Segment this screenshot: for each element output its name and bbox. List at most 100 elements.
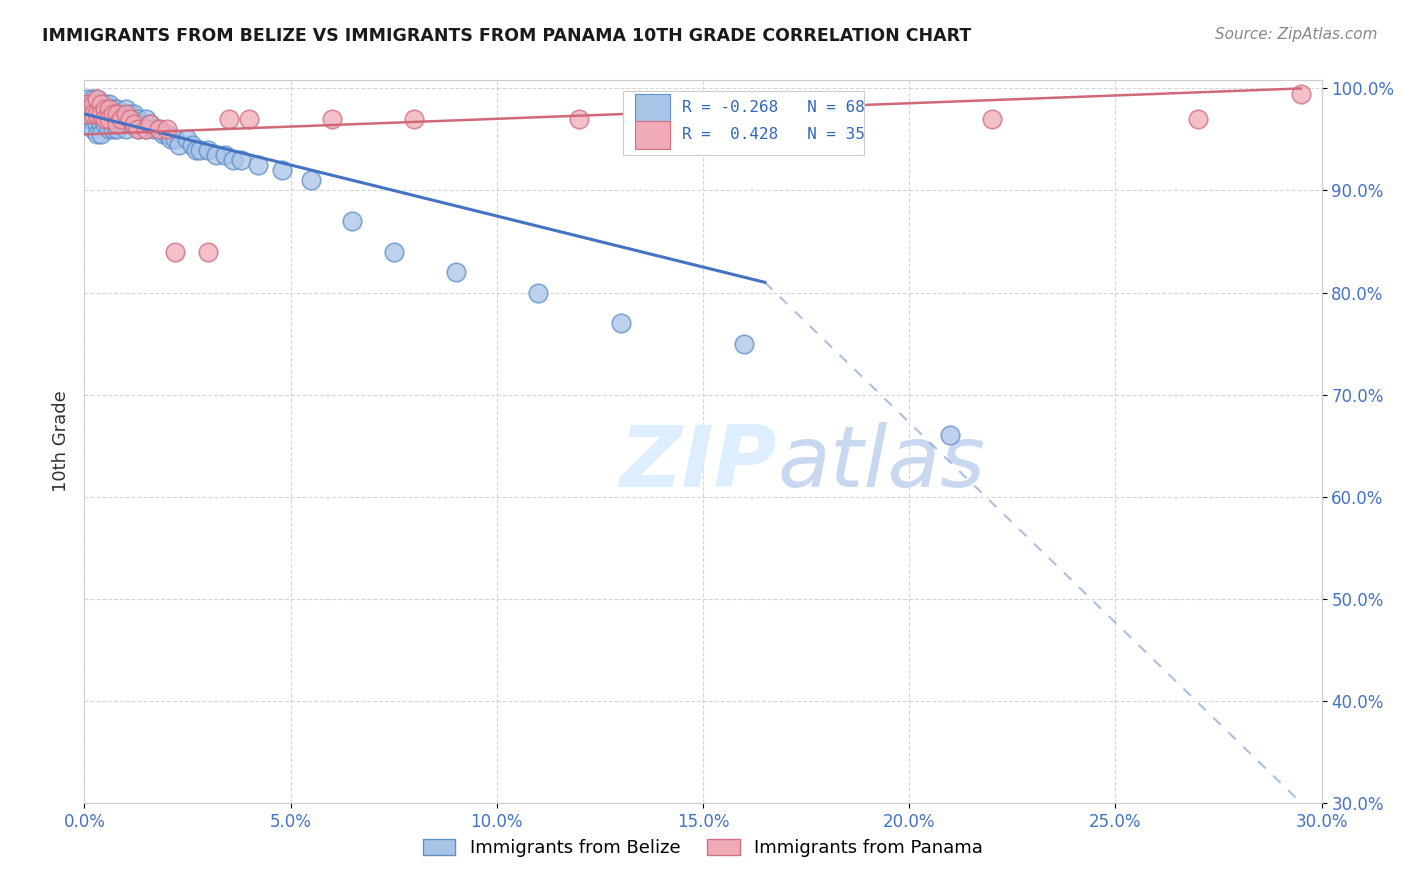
Point (205, 148, 228, 162)
Point (197, 244, 219, 259)
Point (160, 132, 183, 146)
Point (382, 244, 405, 259)
Point (148, 122, 170, 136)
Point (404, 112, 426, 126)
Y-axis label: 10th Grade: 10th Grade (52, 391, 70, 492)
Point (94, 107, 117, 121)
Point (105, 107, 128, 121)
Point (110, 107, 132, 121)
FancyBboxPatch shape (623, 91, 863, 154)
Point (143, 122, 166, 136)
Point (131, 117, 153, 131)
Point (86, 128, 108, 142)
Point (980, 112, 1002, 126)
Point (180, 137, 202, 152)
Point (184, 143, 207, 157)
Point (238, 112, 260, 126)
Text: IMMIGRANTS FROM BELIZE VS IMMIGRANTS FROM PANAMA 10TH GRADE CORRELATION CHART: IMMIGRANTS FROM BELIZE VS IMMIGRANTS FRO… (42, 27, 972, 45)
Point (114, 122, 136, 136)
Point (114, 107, 136, 121)
Point (90, 117, 112, 131)
Point (775, 112, 797, 126)
Point (82, 122, 104, 136)
Point (139, 117, 162, 131)
Point (105, 112, 128, 126)
Point (86, 107, 108, 121)
Point (86, 107, 108, 121)
Point (156, 122, 179, 136)
Point (103, 112, 125, 126)
Point (165, 244, 187, 259)
Point (98, 107, 121, 121)
Point (167, 137, 190, 152)
Point (90, 107, 112, 121)
Point (105, 102, 128, 116)
Point (321, 112, 343, 126)
Point (609, 316, 631, 330)
Point (103, 102, 125, 116)
Point (77, 92, 100, 106)
Point (127, 122, 149, 136)
Point (733, 336, 755, 351)
Point (1187, 112, 1209, 126)
Point (82, 107, 104, 121)
Point (214, 148, 236, 162)
Point (152, 128, 174, 142)
Point (77, 112, 100, 126)
Point (299, 173, 322, 187)
Text: Source: ZipAtlas.com: Source: ZipAtlas.com (1215, 27, 1378, 42)
Point (110, 117, 132, 131)
Point (90, 96, 112, 111)
Point (98, 102, 121, 116)
Point (118, 112, 141, 126)
Point (90, 96, 112, 111)
Point (82, 112, 104, 126)
Point (82, 102, 104, 116)
Point (98, 112, 121, 126)
Point (86, 117, 108, 131)
Legend: Immigrants from Belize, Immigrants from Panama: Immigrants from Belize, Immigrants from … (413, 830, 993, 866)
Point (118, 117, 141, 131)
Point (568, 112, 591, 126)
Point (86, 92, 108, 106)
Point (188, 143, 211, 157)
Point (77, 107, 100, 121)
Point (114, 102, 136, 116)
Point (271, 163, 294, 178)
Point (527, 285, 550, 300)
Point (444, 265, 467, 279)
Point (122, 117, 145, 131)
Point (98, 122, 121, 136)
Point (94, 117, 117, 131)
Point (94, 112, 117, 126)
Point (197, 143, 219, 157)
Point (229, 153, 252, 167)
Point (135, 112, 157, 126)
Point (122, 107, 145, 121)
Point (176, 132, 198, 146)
Point (156, 128, 179, 142)
Point (135, 122, 157, 136)
Point (82, 96, 104, 111)
Point (342, 214, 364, 228)
Point (114, 112, 136, 126)
Point (103, 122, 125, 136)
Text: R =  0.428   N = 35: R = 0.428 N = 35 (682, 127, 865, 142)
Point (90, 107, 112, 121)
Point (103, 107, 125, 121)
Point (77, 96, 100, 111)
Point (110, 112, 132, 126)
Point (246, 158, 269, 172)
Point (94, 102, 117, 116)
Point (148, 122, 170, 136)
Text: atlas: atlas (778, 422, 986, 505)
Point (118, 107, 141, 121)
Point (105, 122, 128, 136)
FancyBboxPatch shape (636, 121, 669, 149)
Point (1289, 87, 1312, 101)
Point (122, 117, 145, 131)
Point (222, 153, 245, 167)
Point (939, 428, 962, 442)
Point (82, 92, 104, 106)
Point (77, 102, 100, 116)
